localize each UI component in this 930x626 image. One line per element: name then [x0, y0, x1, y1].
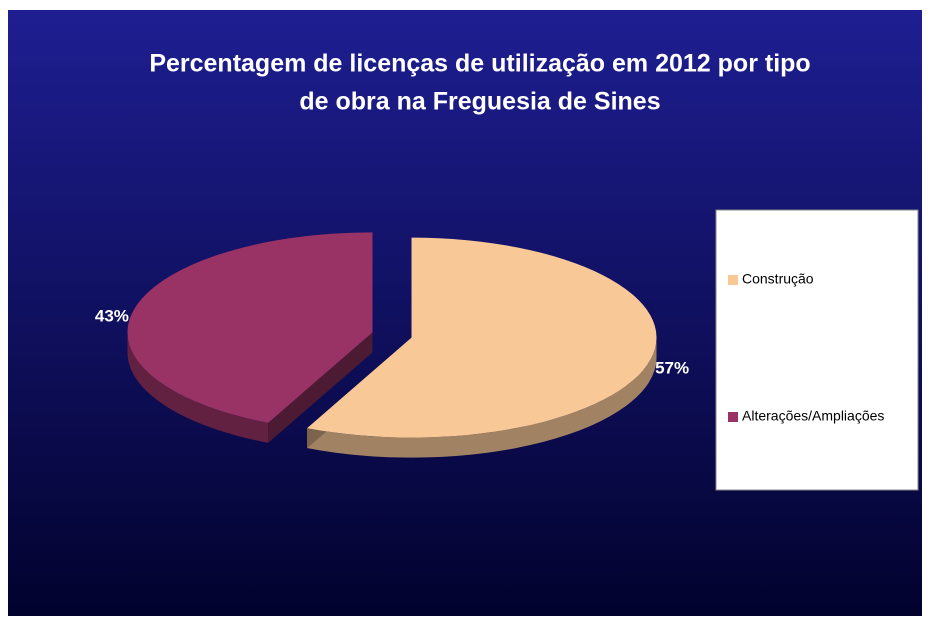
legend-swatch: [728, 275, 738, 285]
pie-slice-wall: [268, 332, 373, 443]
legend-box: [715, 209, 919, 491]
pie-slice: [127, 232, 373, 423]
legend-swatch: [728, 412, 738, 422]
pie-slice-side: [127, 332, 269, 443]
data-label: 43%: [95, 306, 129, 325]
data-label: 57%: [655, 359, 689, 378]
chart-title: Percentagem de licenças de utilização em…: [149, 50, 810, 78]
legend-label: Alterações/Ampliações: [742, 408, 884, 424]
pie-slice: [307, 237, 657, 438]
legend-label: Construção: [742, 271, 814, 287]
chart-title: de obra na Freguesia de Sines: [299, 88, 660, 116]
pie-slice-side: [307, 337, 657, 458]
